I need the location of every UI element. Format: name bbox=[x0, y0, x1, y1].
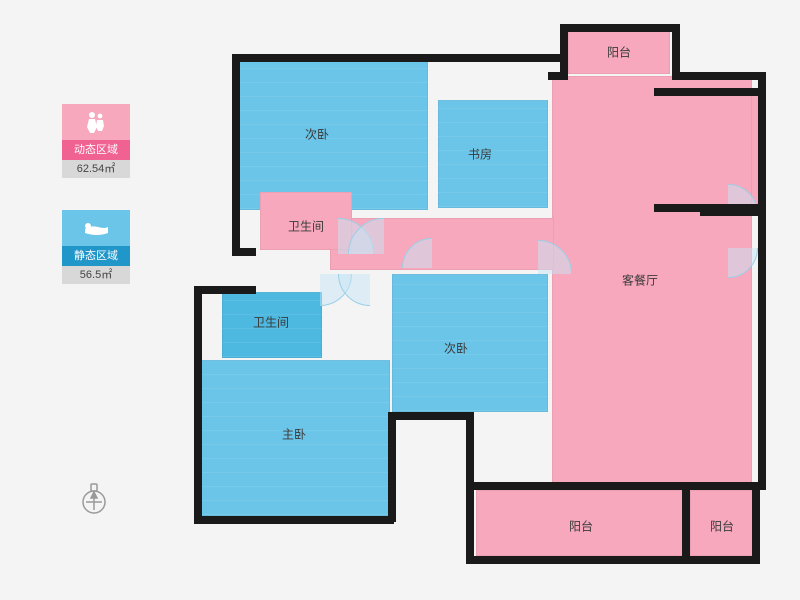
wall-0 bbox=[232, 54, 568, 62]
legend-dynamic: 动态区域 62.54㎡ bbox=[62, 104, 130, 178]
wall-18 bbox=[466, 412, 474, 488]
wall-13 bbox=[194, 286, 256, 294]
floorplan: 阳台次卧书房厨房客餐厅卫生间卫生间次卧主卧阳台阳台 bbox=[160, 20, 770, 580]
wall-17 bbox=[388, 412, 472, 420]
wall-6 bbox=[548, 72, 568, 80]
wall-12 bbox=[232, 248, 256, 256]
sleep-icon bbox=[62, 210, 130, 246]
wall-8 bbox=[654, 88, 766, 96]
wall-1 bbox=[232, 54, 240, 254]
wall-11 bbox=[758, 210, 766, 490]
legend-dynamic-value: 62.54㎡ bbox=[62, 160, 130, 178]
legend-static-value: 56.5㎡ bbox=[62, 266, 130, 284]
wall-15 bbox=[194, 516, 394, 524]
room-label-bath2: 卫生间 bbox=[253, 314, 289, 331]
room-label-bedroom2-top: 次卧 bbox=[305, 126, 329, 143]
room-label-study: 书房 bbox=[468, 146, 492, 163]
wall-3 bbox=[560, 24, 678, 32]
room-label-bath1: 卫生间 bbox=[288, 218, 324, 235]
room-label-master: 主卧 bbox=[282, 426, 306, 443]
wall-19 bbox=[466, 482, 760, 490]
wall-21 bbox=[466, 486, 474, 560]
room-label-balcony-top: 阳台 bbox=[607, 44, 631, 61]
wall-5 bbox=[676, 72, 766, 80]
people-icon bbox=[62, 104, 130, 140]
legend-static: 静态区域 56.5㎡ bbox=[62, 210, 130, 284]
room-label-balcony-bot1: 阳台 bbox=[569, 518, 593, 535]
room-bedroom2-top bbox=[238, 60, 428, 210]
wall-20 bbox=[466, 556, 760, 564]
legend-static-label: 静态区域 bbox=[62, 246, 130, 266]
room-label-bedroom2-bot: 次卧 bbox=[444, 340, 468, 357]
legend-dynamic-label: 动态区域 bbox=[62, 140, 130, 160]
room-label-living: 客餐厅 bbox=[622, 272, 658, 289]
room-bedroom2-bot bbox=[392, 274, 548, 412]
wall-14 bbox=[194, 286, 202, 522]
wall-23 bbox=[752, 486, 760, 560]
wall-16 bbox=[388, 412, 396, 522]
compass-icon bbox=[76, 480, 112, 516]
wall-10 bbox=[700, 208, 766, 216]
room-label-balcony-bot2: 阳台 bbox=[710, 518, 734, 535]
room-study bbox=[438, 100, 548, 208]
wall-22 bbox=[682, 486, 690, 560]
legend: 动态区域 62.54㎡ 静态区域 56.5㎡ bbox=[62, 104, 130, 316]
